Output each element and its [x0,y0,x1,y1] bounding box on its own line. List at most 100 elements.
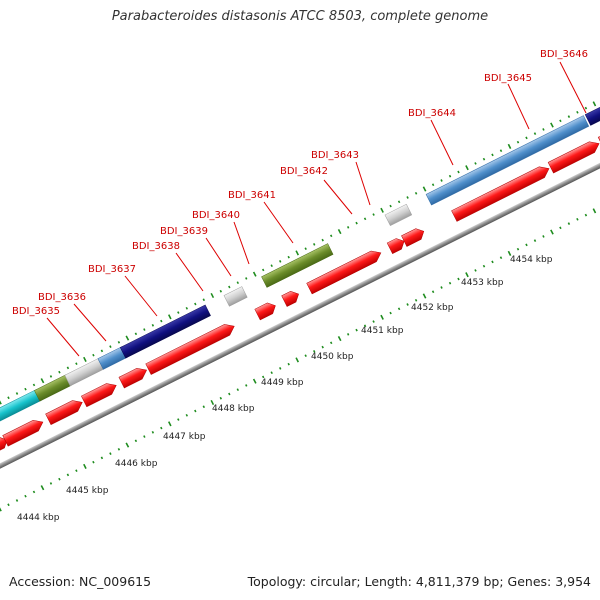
tick-row-lower-tick [66,473,70,477]
cds-arrow[interactable] [306,247,384,295]
tick-row-lower-tick [567,222,571,225]
cds-arrow[interactable] [451,163,552,222]
cds-arrow[interactable] [0,435,10,455]
tick-row-lower-tick [397,307,401,311]
gene-block-navy[interactable] [119,304,211,359]
tick-row-lower-tick [167,421,172,427]
cds-arrow[interactable] [81,380,119,408]
tick-row-upper-tick [337,229,342,235]
tick-row-lower-tick [465,272,469,278]
tick-row-lower-tick [125,442,130,448]
kbp-label: 4446 kbp [115,459,158,469]
tick-row-upper-tick [278,260,282,263]
tick-row-upper-tick [397,200,401,204]
cds-arrow[interactable] [2,417,46,447]
tick-row-lower-tick [337,336,342,342]
tick-row-lower-tick [312,350,316,353]
tick-row-upper-tick [507,143,512,149]
tick-row-lower-tick [474,269,477,272]
tick-row-upper-tick [533,132,537,135]
tick-row-lower-tick [507,250,512,256]
gene-label[interactable]: BDI_3637 [88,264,136,275]
tick-row-lower-tick [32,490,36,494]
gene-block-steelblue-long[interactable] [425,115,590,206]
kbp-label: 4452 kbp [411,303,454,313]
tick-row-upper-tick [440,179,443,182]
gene-label[interactable]: BDI_3644 [408,108,456,119]
tick-row-lower-tick [431,290,435,294]
gene-block-olive[interactable] [34,374,72,402]
gene-block-teal[interactable] [0,389,42,426]
tick-row-lower-tick [499,256,503,260]
tick-rows [0,101,597,512]
cds-arrow[interactable] [45,397,85,426]
tick-row-lower-tick [261,375,265,379]
gene-labels: BDI_3635 BDI_3636 BDI_3637 BDI_3638 BDI_… [12,49,588,317]
gene-block-navy-end[interactable] [584,87,600,126]
tick-row-lower-tick [228,392,231,396]
tick-row-lower-tick [245,384,248,387]
tick-row-lower-tick [516,247,520,251]
tick-row-lower-tick [100,456,104,460]
cds-arrow[interactable] [118,365,149,389]
cds-arrow[interactable] [401,226,426,247]
tick-row-upper-tick [346,226,350,229]
cds-arrow[interactable] [386,236,407,255]
tick-row-lower-tick [491,260,494,264]
kbp-label: 4454 kbp [510,255,553,265]
tick-row-lower-tick [576,217,579,221]
tick-row-upper-tick [465,165,469,171]
tick-row-upper-tick [245,277,248,280]
tick-row-lower-tick [592,208,597,214]
kbp-label: 4450 kbp [311,352,354,362]
gene-block-olive-long[interactable] [261,243,334,288]
tick-row-upper-tick [109,345,112,348]
tick-row-lower-tick [380,314,384,320]
tick-row-upper-tick [58,370,61,374]
tick-row-lower-tick [40,485,45,491]
tick-row-upper-tick [15,392,19,395]
tick-row-upper-tick [143,328,146,331]
tick-row-upper-tick [49,375,53,378]
cds-arrow[interactable] [547,138,600,174]
gene-label[interactable]: BDI_3643 [311,150,359,161]
tick-row-upper-tick [431,183,435,187]
tick-row-upper-tick [499,149,503,153]
gene-label[interactable]: BDI_3642 [280,166,328,177]
gene-label[interactable]: BDI_3641 [228,190,276,201]
cds-arrow[interactable] [254,300,278,321]
gene-label[interactable]: BDI_3640 [192,210,240,221]
tick-row-upper-tick [516,140,520,144]
gene-label[interactable]: BDI_3639 [160,226,208,237]
gene-label[interactable]: BDI_3646 [540,49,588,60]
gene-block-gray-small[interactable] [223,286,248,307]
cds-arrow[interactable] [145,321,237,375]
tick-row-lower-tick [533,239,537,242]
cds-arrow[interactable] [281,289,302,307]
gene-label[interactable]: BDI_3636 [38,292,86,303]
gene-label[interactable]: BDI_3645 [484,73,532,84]
tick-row-upper-tick [75,362,78,365]
gene-label[interactable]: BDI_3635 [12,306,60,317]
tick-row-upper-tick [151,323,155,327]
tick-row-upper-tick [0,400,2,405]
tick-row-lower-tick [194,409,197,413]
tick-row-upper-tick [117,341,121,344]
tick-row-lower-tick [134,439,138,443]
tick-row-upper-tick [202,298,206,302]
gene-block-gray[interactable] [64,358,104,387]
tick-row-lower-tick [252,378,257,384]
gene-label[interactable]: BDI_3638 [132,241,180,252]
tick-row-upper-tick [185,306,189,310]
tick-row-lower-tick [372,320,375,323]
tick-row-upper-tick [389,204,392,208]
tick-row-upper-tick [219,289,223,293]
tick-row-upper-tick [287,255,290,259]
tick-row-upper-tick [7,396,10,400]
gene-block-gray-small-2[interactable] [384,203,413,227]
kbp-label: 4447 kbp [163,432,206,442]
tick-row-lower-tick [24,494,27,498]
tick-row-lower-tick [550,229,554,235]
